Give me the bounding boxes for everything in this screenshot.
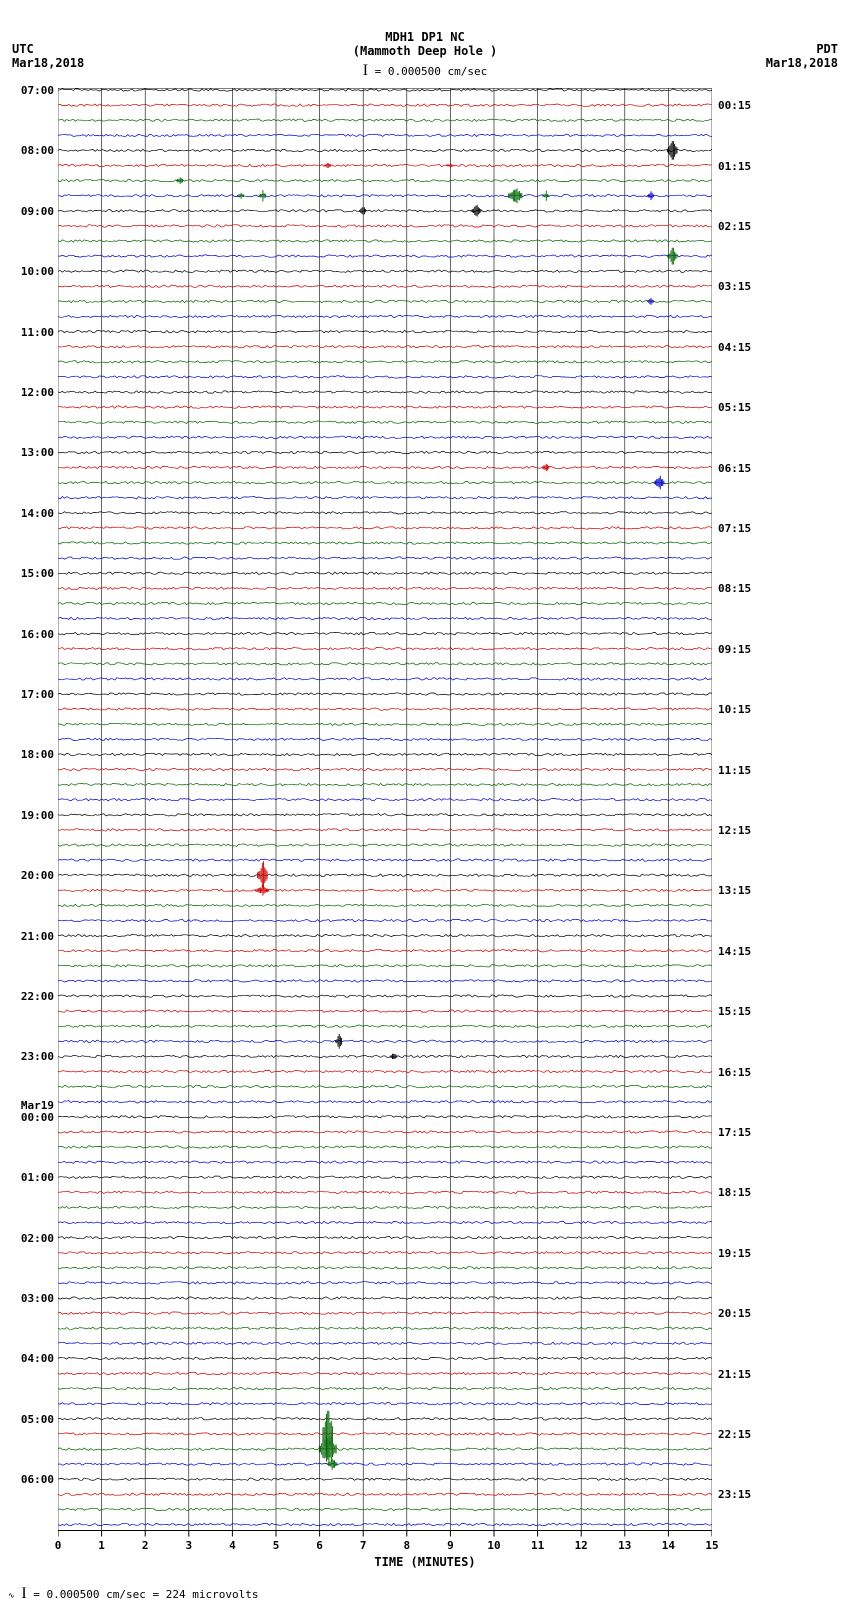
utc-hour-label: 03:00 <box>2 1292 54 1305</box>
minute-tick-label: 5 <box>266 1539 286 1552</box>
pdt-hour-label: 13:15 <box>718 884 751 897</box>
pdt-hour-label: 15:15 <box>718 1005 751 1018</box>
pdt-hour-label: 17:15 <box>718 1126 751 1139</box>
minute-tick-label: 14 <box>658 1539 678 1552</box>
utc-hour-label: 04:00 <box>2 1352 54 1365</box>
utc-hour-label: 13:00 <box>2 446 54 459</box>
minute-tick-label: 2 <box>135 1539 155 1552</box>
utc-hour-label: 17:00 <box>2 688 54 701</box>
utc-hour-label: 08:00 <box>2 144 54 157</box>
date-right-label: Mar18,2018 <box>766 56 838 70</box>
utc-hour-label: 16:00 <box>2 628 54 641</box>
timezone-right-label: PDT <box>816 42 838 56</box>
station-name-subtitle: (Mammoth Deep Hole ) <box>0 44 850 58</box>
minute-tick-label: 0 <box>48 1539 68 1552</box>
utc-hour-label: 14:00 <box>2 507 54 520</box>
minute-tick-label: 10 <box>484 1539 504 1552</box>
minute-tick-label: 1 <box>92 1539 112 1552</box>
pdt-hour-label: 02:15 <box>718 220 751 233</box>
utc-hour-label: 22:00 <box>2 990 54 1003</box>
pdt-hour-label: 09:15 <box>718 643 751 656</box>
minute-tick-label: 3 <box>179 1539 199 1552</box>
seismogram-plot <box>58 88 712 1538</box>
pdt-hour-label: 08:15 <box>718 582 751 595</box>
pdt-hour-label: 23:15 <box>718 1488 751 1501</box>
minute-tick-label: 8 <box>397 1539 417 1552</box>
utc-hour-label: 02:00 <box>2 1232 54 1245</box>
utc-hour-label: 15:00 <box>2 567 54 580</box>
utc-hour-label: 21:00 <box>2 930 54 943</box>
x-axis-label: TIME (MINUTES) <box>0 1555 850 1572</box>
pdt-hour-label: 14:15 <box>718 945 751 958</box>
pdt-hour-label: 19:15 <box>718 1247 751 1260</box>
scale-indicator: I = 0.000500 cm/sec <box>0 62 850 80</box>
minute-tick-label: 7 <box>353 1539 373 1552</box>
utc-hour-label: 20:00 <box>2 869 54 882</box>
utc-hour-label: 10:00 <box>2 265 54 278</box>
utc-hour-label: 00:00 <box>2 1111 54 1124</box>
utc-hour-label: 05:00 <box>2 1413 54 1426</box>
pdt-hour-label: 12:15 <box>718 824 751 837</box>
utc-hour-label: 01:00 <box>2 1171 54 1184</box>
utc-hour-label: 18:00 <box>2 748 54 761</box>
minute-tick-label: 15 <box>702 1539 722 1552</box>
pdt-hour-label: 03:15 <box>718 280 751 293</box>
minute-tick-label: 9 <box>440 1539 460 1552</box>
minute-tick-label: 11 <box>528 1539 548 1552</box>
utc-hour-label: 06:00 <box>2 1473 54 1486</box>
pdt-hour-label: 06:15 <box>718 462 751 475</box>
minute-tick-label: 13 <box>615 1539 635 1552</box>
pdt-hour-label: 05:15 <box>718 401 751 414</box>
pdt-hour-label: 07:15 <box>718 522 751 535</box>
pdt-hour-label: 01:15 <box>718 160 751 173</box>
station-id-title: MDH1 DP1 NC <box>0 30 850 44</box>
pdt-hour-label: 22:15 <box>718 1428 751 1441</box>
pdt-hour-label: 16:15 <box>718 1066 751 1079</box>
utc-hour-label: 12:00 <box>2 386 54 399</box>
minute-tick-label: 4 <box>222 1539 242 1552</box>
utc-hour-label: 19:00 <box>2 809 54 822</box>
pdt-hour-label: 18:15 <box>718 1186 751 1199</box>
pdt-hour-label: 00:15 <box>718 99 751 112</box>
utc-hour-label: 23:00 <box>2 1050 54 1063</box>
pdt-hour-label: 04:15 <box>718 341 751 354</box>
pdt-hour-label: 21:15 <box>718 1368 751 1381</box>
pdt-hour-label: 20:15 <box>718 1307 751 1320</box>
minute-tick-label: 6 <box>310 1539 330 1552</box>
timezone-left-label: UTC <box>12 42 34 56</box>
date-left-label: Mar18,2018 <box>12 56 84 70</box>
utc-hour-label: 07:00 <box>2 84 54 97</box>
minute-tick-label: 12 <box>571 1539 591 1552</box>
utc-hour-label: 09:00 <box>2 205 54 218</box>
footer-scale-note: ∿ I = 0.000500 cm/sec = 224 microvolts <box>8 1585 258 1603</box>
pdt-hour-label: 11:15 <box>718 764 751 777</box>
utc-hour-label: 11:00 <box>2 326 54 339</box>
pdt-hour-label: 10:15 <box>718 703 751 716</box>
